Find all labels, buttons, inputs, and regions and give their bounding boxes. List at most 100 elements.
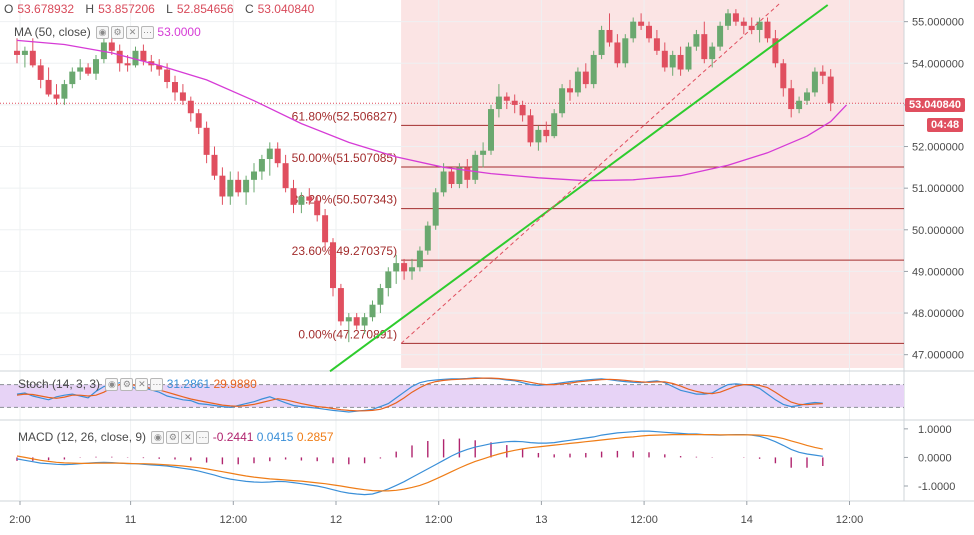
price-axis-label: 47.000000 xyxy=(912,350,964,362)
time-axis-label: 13 xyxy=(535,514,547,526)
candle-body xyxy=(488,109,494,151)
candle-body xyxy=(14,50,20,55)
candle-body xyxy=(416,250,423,268)
ohlc-legend: O 53.678932 H 53.857206 L 52.854656 C 53.040… xyxy=(4,2,322,16)
macd-signal-line xyxy=(16,434,823,492)
candle-body xyxy=(385,271,392,289)
candle-body xyxy=(780,63,787,89)
price-axis-label: 50.000000 xyxy=(912,225,964,237)
high-value: H 53.857206 xyxy=(85,2,155,16)
candle-body xyxy=(401,263,408,272)
candle-body xyxy=(598,29,605,55)
fib-level-label: 23.60%(49.270375) xyxy=(292,244,397,258)
candle-body xyxy=(337,288,344,322)
eye-icon[interactable]: ◉ xyxy=(105,378,119,392)
candle-body xyxy=(140,50,147,62)
candle-body xyxy=(661,50,668,68)
candle-body xyxy=(179,92,186,101)
more-icon[interactable]: ⋯ xyxy=(196,431,210,445)
time-axis-label: 11 xyxy=(125,514,136,526)
more-icon[interactable]: ⋯ xyxy=(150,378,164,392)
price-axis-label: 48.000000 xyxy=(912,308,964,320)
candle-body xyxy=(614,42,621,64)
eye-icon[interactable]: ◉ xyxy=(151,431,165,445)
countdown-tag: 04:48 xyxy=(927,118,964,132)
settings-icon[interactable]: ⚙ xyxy=(166,431,180,445)
stoch-band xyxy=(0,384,904,408)
candle-body xyxy=(669,54,676,68)
candle-body xyxy=(480,150,487,155)
settings-icon[interactable]: ⚙ xyxy=(111,26,125,40)
current-price-tag: 53.040840 xyxy=(905,98,965,112)
candle-body xyxy=(69,71,76,85)
candle-body xyxy=(811,71,818,93)
close-icon[interactable]: ✕ xyxy=(181,431,195,445)
time-axis-label: 12:00 xyxy=(220,514,248,526)
macd-signal-value: 0.2857 xyxy=(296,430,334,444)
ma-label: MA (50, close) xyxy=(14,25,91,39)
candle-body xyxy=(646,25,652,39)
fib-level-label: 61.80%(52.506827) xyxy=(292,109,397,123)
candle-body xyxy=(527,115,534,143)
macd-legend[interactable]: MACD (12, 26, close, 9) ◉ ⚙ ✕ ⋯ -0.2441 0.0… xyxy=(18,430,334,445)
candle-body xyxy=(638,21,645,26)
candle-body xyxy=(61,84,68,99)
time-axis-label: 2:00 xyxy=(9,514,30,526)
price-axis-label: 51.000000 xyxy=(912,183,964,195)
candle-body xyxy=(764,21,771,39)
candle-body xyxy=(772,38,779,64)
macd-axis-label: -1.0000 xyxy=(918,481,955,493)
time-axis-label: 12:00 xyxy=(630,514,658,526)
candle-body xyxy=(432,192,439,226)
stoch-label: Stoch (14, 3, 3) xyxy=(18,377,101,391)
ma-line xyxy=(16,39,847,182)
settings-icon[interactable]: ⚙ xyxy=(120,378,134,392)
stoch-k-value: 31.2861 xyxy=(166,377,211,391)
candle-body xyxy=(535,129,542,143)
price-axis-label: 49.000000 xyxy=(912,266,964,278)
ma-value: 53.0000 xyxy=(157,25,201,39)
close-icon[interactable]: ✕ xyxy=(126,26,140,40)
candle-body xyxy=(45,79,52,95)
candle-body xyxy=(219,175,226,197)
candle-body xyxy=(393,263,400,272)
candle-body xyxy=(290,188,297,205)
candle-body xyxy=(796,100,803,110)
candle-body xyxy=(298,196,305,205)
ma-legend[interactable]: MA (50, close) ◉ ⚙ ✕ ⋯ 53.0000 xyxy=(14,25,201,40)
candle-body xyxy=(567,88,573,93)
more-icon[interactable]: ⋯ xyxy=(141,26,155,40)
candle-body xyxy=(472,154,479,180)
candle-body xyxy=(361,317,368,326)
fib-level-label: 0.00%(47.270891) xyxy=(298,327,397,341)
candle-body xyxy=(551,113,558,137)
close-icon[interactable]: ✕ xyxy=(135,378,149,392)
fib-level-label: 50.00%(51.507085) xyxy=(292,151,397,165)
candle-body xyxy=(804,92,810,101)
candle-body xyxy=(258,159,265,172)
eye-icon[interactable]: ◉ xyxy=(96,26,110,40)
candle-body xyxy=(124,63,131,66)
candle-body xyxy=(819,71,826,76)
candle-body xyxy=(590,54,597,85)
candle-body xyxy=(701,34,708,60)
macd-hist-value: -0.2441 xyxy=(212,430,254,444)
stoch-legend[interactable]: Stoch (14, 3, 3) ◉ ⚙ ✕ ⋯ 31.2861 29.9880 xyxy=(18,377,257,392)
candle-body xyxy=(77,67,84,72)
candle-body xyxy=(203,127,210,155)
candle-body xyxy=(156,65,163,70)
candle-body xyxy=(108,42,115,51)
close-value: C 53.040840 xyxy=(244,2,315,16)
candle-body xyxy=(195,113,202,128)
candle-body xyxy=(93,59,99,74)
candle-body xyxy=(37,65,44,80)
candle-body xyxy=(685,46,692,70)
candle-body xyxy=(227,179,234,197)
candle-body xyxy=(409,267,415,272)
candle-body xyxy=(164,69,171,83)
trend-line xyxy=(329,4,829,373)
candle-body xyxy=(717,25,724,47)
time-axis-label: 12:00 xyxy=(836,514,864,526)
